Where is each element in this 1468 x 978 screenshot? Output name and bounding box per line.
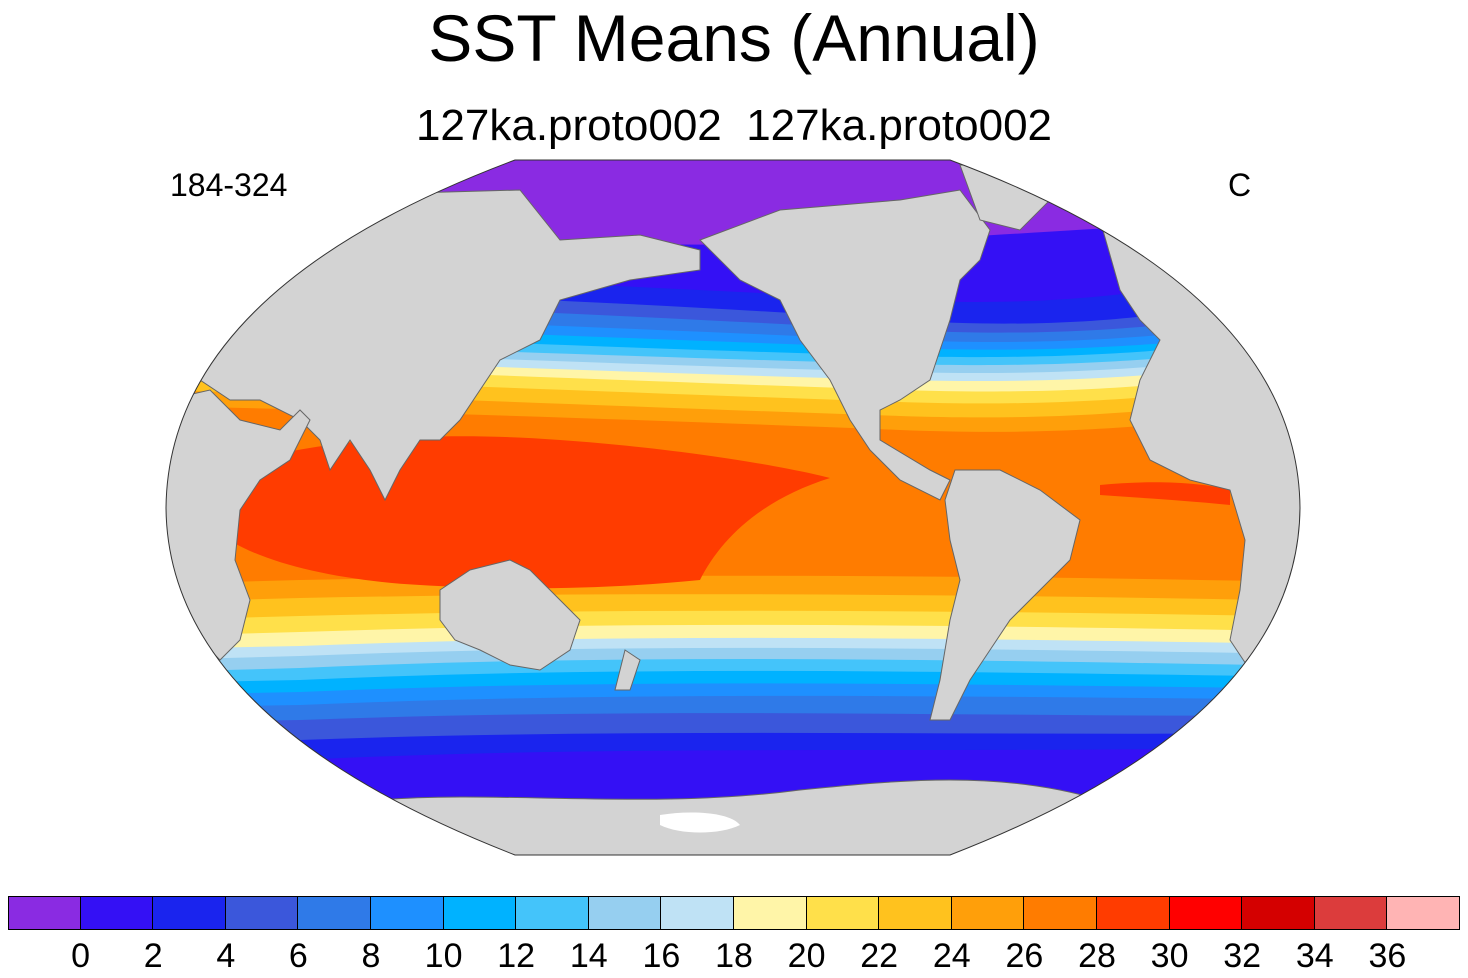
colorbar-box (734, 896, 807, 930)
units-label: C (1228, 167, 1252, 203)
colorbar-label: 12 (497, 937, 536, 975)
colorbar-label: 22 (860, 937, 899, 975)
colorbar-label: 6 (288, 937, 308, 975)
colorbar-box (153, 896, 226, 930)
colorbar-box (371, 896, 444, 930)
colorbar-box (806, 896, 880, 930)
colorbar-box (8, 896, 81, 930)
colorbar-box (1024, 896, 1097, 930)
colorbar-box (588, 896, 662, 930)
colorbar-label: 4 (216, 937, 236, 975)
plot-title: SST Means (Annual) (428, 1, 1040, 75)
colorbar-box (298, 896, 371, 930)
colorbar-label: 20 (787, 937, 826, 975)
colorbar-label: 24 (932, 937, 971, 975)
colorbar-label: 34 (1295, 937, 1334, 975)
colorbar-box (879, 896, 952, 930)
colorbar-box (1097, 896, 1170, 930)
colorbar-label: 18 (715, 937, 753, 975)
colorbar-label: 36 (1368, 937, 1407, 975)
colorbar-labels: 0 2 4 6 8 10 12 14 16 18 20 22 24 26 28 30 32 34 36 (8, 936, 1460, 976)
colorbar-label: 16 (642, 937, 681, 975)
colorbar-box (225, 896, 299, 930)
colorbar-box (1169, 896, 1243, 930)
colorbar-box (1387, 896, 1460, 930)
colorbar-box (1242, 896, 1315, 930)
colorbar-label: 0 (71, 937, 91, 975)
sst-map (165, 159, 1301, 856)
colorbar-label: 26 (1005, 937, 1044, 975)
colorbar-label: 32 (1223, 937, 1262, 975)
map-field (166, 160, 1300, 855)
colorbar-label: 28 (1078, 937, 1116, 975)
colorbar-box (516, 896, 589, 930)
colorbar-box (661, 896, 734, 930)
colorbar-box (1314, 896, 1388, 930)
plot-subtitle: 127ka.proto002 127ka.proto002 (415, 101, 1053, 150)
colorbar-label: 2 (143, 937, 163, 975)
colorbar-box (443, 896, 517, 930)
colorbar-label: 8 (361, 937, 381, 975)
colorbar-box (951, 896, 1025, 930)
colorbar-label: 10 (424, 937, 463, 975)
colorbar (8, 896, 1460, 930)
colorbar-label: 30 (1150, 937, 1189, 975)
colorbar-label: 14 (569, 937, 608, 975)
time-range-label: 184-324 (170, 167, 288, 203)
colorbar-box (80, 896, 154, 930)
